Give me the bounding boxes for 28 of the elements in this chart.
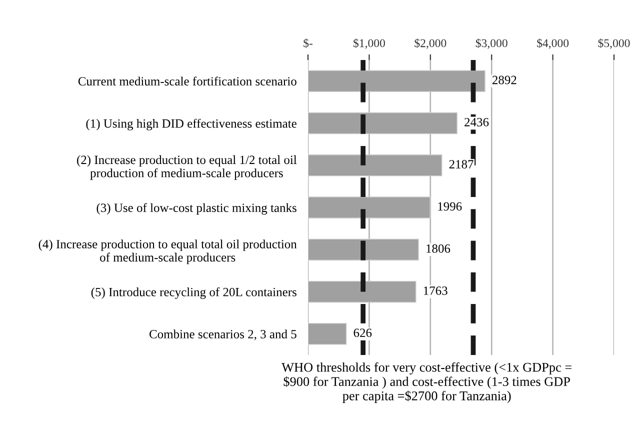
bar (308, 322, 347, 345)
data-label: 626 (354, 328, 372, 338)
data-label: 1806 (426, 244, 450, 253)
bar (308, 154, 442, 176)
x-tick-label: $- (304, 38, 312, 48)
x-tick-label: $2,000 (414, 38, 446, 49)
y-tick-label: (4) Increase production to equal total oil production of medium-scale producers (38, 240, 297, 264)
data-label: 2436 (464, 118, 489, 126)
data-label: 2892 (492, 76, 516, 84)
y-tick-label: (2) Increase production to equal 1/2 total oil production of medium-scale producers (77, 155, 297, 180)
y-tick-label: (1) Using high DID effectiveness estimate (86, 118, 296, 130)
data-label: 1996 (438, 202, 462, 211)
bar (308, 70, 486, 92)
y-tick-label: Combine scenarios 2, 3 and 5 (150, 330, 296, 340)
x-tick-label: $1,000 (353, 38, 385, 49)
bar (308, 196, 431, 218)
y-tick-label: Current medium-scale fortification scenario (78, 76, 296, 86)
text: WHO thresholds for very cost-effective (<1x GDPpc = $900 for Tanzania ) and cost-effective (1-3 times GDP per capita =$2700 for Tanzania) (282, 362, 572, 404)
data-label: 1763 (424, 286, 448, 295)
y-tick-label: (3) Use of low-cost plastic mixing tanks (96, 203, 296, 215)
bar (308, 238, 419, 261)
x-tick-label: $5,000 (598, 38, 630, 49)
x-tick-label: $3,000 (476, 38, 508, 49)
bar (308, 280, 416, 303)
x-tick-label: $4,000 (537, 38, 569, 49)
bar (308, 112, 458, 134)
y-tick-label: (5) Introduce recycling of 20L containers (91, 287, 296, 299)
data-label: 2187 (449, 160, 474, 168)
